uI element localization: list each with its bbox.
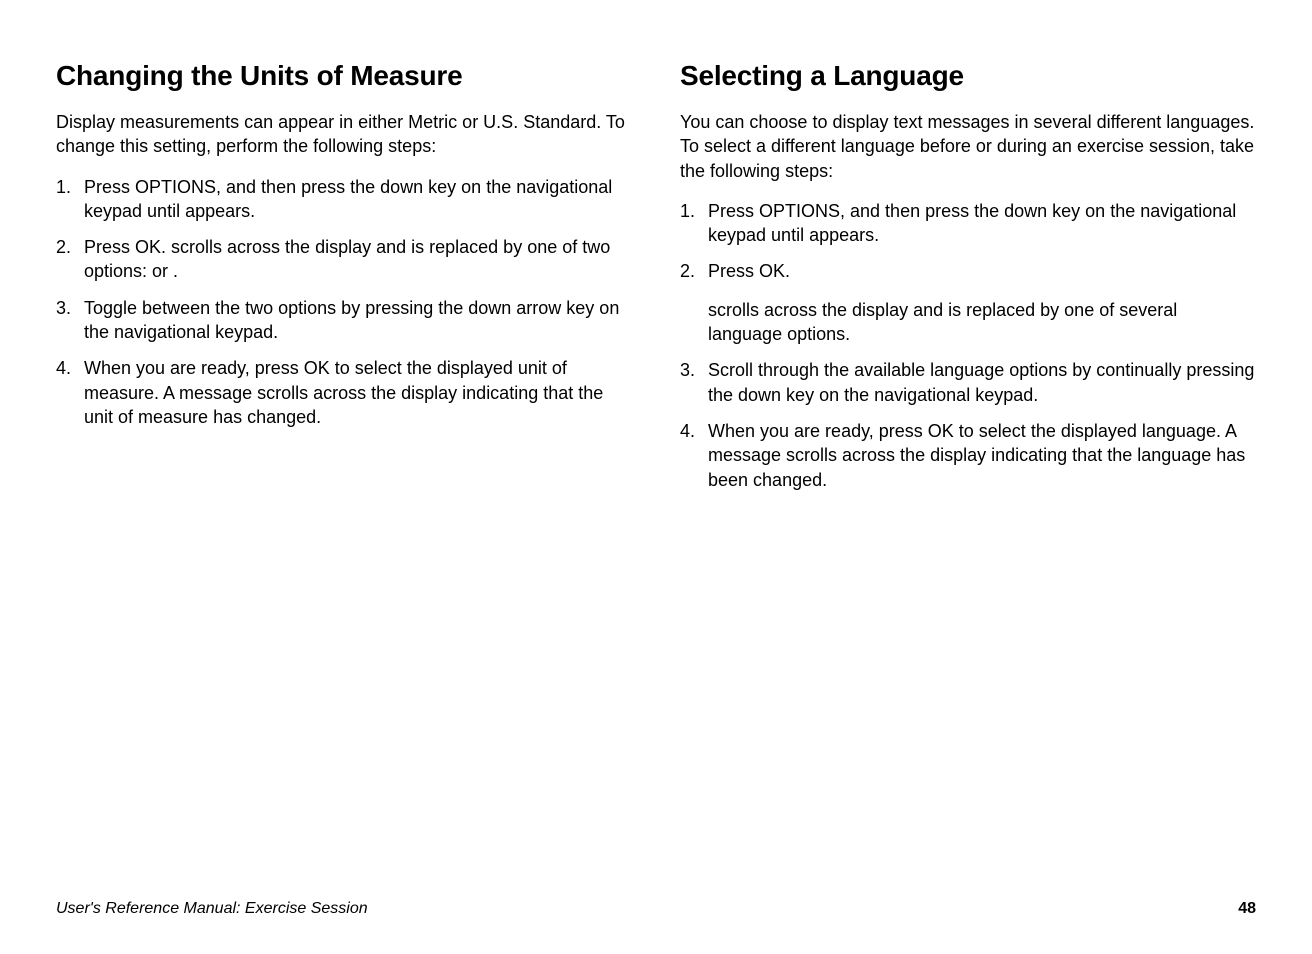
- right-steps: Press OPTIONS, and then press the down k…: [680, 199, 1256, 492]
- right-title: Selecting a Language: [680, 60, 1256, 92]
- right-step-2-text: Press OK.: [708, 261, 790, 281]
- right-step-3: Scroll through the available language op…: [680, 358, 1256, 407]
- left-step-3: Toggle between the two options by pressi…: [56, 296, 632, 345]
- content-columns: Changing the Units of Measure Display me…: [56, 60, 1256, 504]
- left-steps: Press OPTIONS, and then press the down k…: [56, 175, 632, 430]
- left-step-1: Press OPTIONS, and then press the down k…: [56, 175, 632, 224]
- right-column: Selecting a Language You can choose to d…: [680, 60, 1256, 504]
- footer-manual-title: User's Reference Manual: Exercise Sessio…: [56, 900, 368, 918]
- page-footer: User's Reference Manual: Exercise Sessio…: [56, 900, 1256, 918]
- left-intro: Display measurements can appear in eithe…: [56, 110, 632, 159]
- footer-page-number: 48: [1238, 900, 1256, 918]
- left-step-2: Press OK. scrolls across the display and…: [56, 235, 632, 284]
- left-step-4: When you are ready, press OK to select t…: [56, 356, 632, 429]
- right-step-2-extra: scrolls across the display and is replac…: [708, 298, 1256, 347]
- right-step-2: Press OK. scrolls across the display and…: [680, 259, 1256, 346]
- right-step-1: Press OPTIONS, and then press the down k…: [680, 199, 1256, 248]
- left-title: Changing the Units of Measure: [56, 60, 632, 92]
- left-column: Changing the Units of Measure Display me…: [56, 60, 632, 504]
- right-step-4: When you are ready, press OK to select t…: [680, 419, 1256, 492]
- right-intro: You can choose to display text messages …: [680, 110, 1256, 183]
